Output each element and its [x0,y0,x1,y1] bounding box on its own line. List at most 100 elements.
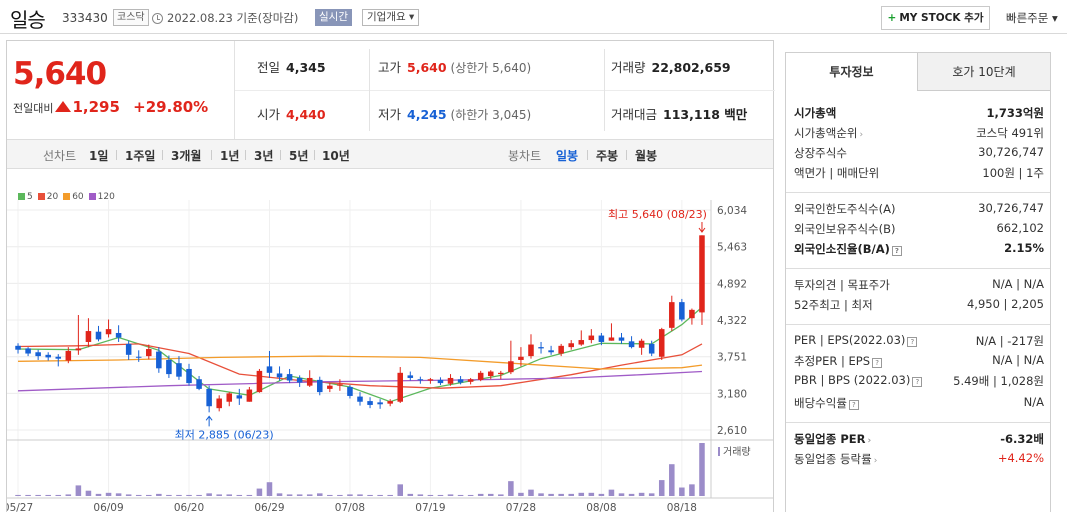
ma-swatch [37,193,45,200]
help-icon[interactable]: ? [848,400,859,410]
chevron-right-icon[interactable]: › [859,130,864,140]
candle-body [578,340,585,345]
period-tab-5y[interactable]: 5년 [289,149,309,163]
help-icon[interactable]: ? [912,377,923,387]
candle-body [387,401,393,404]
volume-bar [377,494,383,496]
volume-bar [146,494,152,496]
y-tick-label: 4,322 [717,315,747,327]
quick-order-dropdown[interactable]: 빠른주문 ▾ [1006,11,1058,25]
candle-body [357,396,363,402]
info-label: 동일업종 등락률 › [794,451,877,467]
volume-bar [689,484,695,496]
tab-orderbook[interactable]: 호가 10단계 [918,53,1050,91]
current-price: 5,640 [13,56,107,92]
ma-legend-item: 20 [33,192,58,202]
info-label-text: 상장주식수 [794,146,847,160]
chevron-right-icon[interactable]: › [873,456,878,466]
y-tick-label: 3,751 [717,352,747,364]
y-tick-label: 6,034 [717,205,747,217]
info-value: N/A [1023,395,1044,409]
volume-bar [417,494,424,496]
realtime-button[interactable]: 실시간 [315,9,352,26]
price-change: 전일대비 1,295 +29.80% [13,98,208,116]
volume-bar [85,490,92,496]
tab-invest-info[interactable]: 투자정보 [786,53,918,91]
info-label-text: 동일업종 등락률 [794,452,872,466]
ma-swatch [63,193,71,200]
volume-bar [498,494,504,496]
help-icon[interactable]: ? [907,337,918,347]
candle-body [95,331,102,340]
column-divider [369,49,370,131]
volume-bar [317,493,323,496]
info-row: 상장주식수 30,726,747 [794,145,1044,165]
volume-bar [306,494,313,496]
info-label: 투자의견 | 목표주가 [794,277,890,293]
candle-tab-daily[interactable]: 일봉 [556,149,579,163]
period-tab-1y[interactable]: 1년 [220,149,240,163]
info-row: 시가총액 1,733억원 [794,105,1044,125]
candle-body [658,329,665,357]
volume-bar [15,494,21,496]
period-tab-1w[interactable]: 1주일 [125,149,156,163]
ma-legend-item: 60 [58,192,84,202]
x-tick-label: 07/28 [506,502,536,512]
volume-bar [608,489,615,496]
period-tab-3m[interactable]: 3개월 [171,149,202,163]
period-tab-1d[interactable]: 1일 [89,149,109,163]
candle-body [669,302,675,328]
price-chart[interactable]: 6,034 5,463 4,892 4,322 3,751 3,180 2,610 05/27… [7,170,773,512]
candle-tab-weekly[interactable]: 주봉 [596,149,619,163]
info-row: 동일업종 등락률 › +4.42% [794,451,1044,471]
candle-body [548,350,554,353]
info-value: 30,726,747 [978,201,1044,215]
volume-bar [618,493,625,496]
volume-bar [226,494,233,496]
volume-bar [347,494,353,496]
candle-tab-monthly[interactable]: 월봉 [635,149,658,163]
ma-swatch [88,193,96,200]
volume-bar [115,493,122,496]
info-label: 시가총액 [794,105,836,121]
info-row: 배당수익률? N/A [794,395,1044,415]
volume-bar [216,494,222,496]
volume-label: 거래량 [611,60,646,75]
period-tab-3y[interactable]: 3년 [254,149,274,163]
min-price-annotation: 최저 2,885 (06/23) [175,428,274,441]
low-price-value: 4,245 [407,107,447,122]
clock-icon [152,13,163,24]
ma-legend-item: 120 [84,192,115,202]
period-tab-10y[interactable]: 10년 [322,149,350,163]
volume-bar [528,489,534,496]
info-label: 외국인한도주식수(A) [794,201,895,217]
info-value: N/A | N/A [992,277,1044,291]
volume-bar [125,494,132,496]
info-value: 5.49배 | 1,028원 [953,374,1044,388]
volume-bar [578,492,585,496]
help-icon[interactable]: ? [891,246,902,256]
info-value: 2.15% [1004,241,1044,255]
info-label-text: PER | EPS(2022.03) [794,333,906,347]
info-divider [786,268,1050,269]
volume-bar [648,493,655,496]
volume-bar [286,494,293,496]
reference-date-text: 2022.08.23 기준(장마감) [167,11,299,25]
volume-bar [427,494,434,496]
help-icon[interactable]: ? [872,358,883,368]
volume-bar [588,492,595,496]
chevron-right-icon[interactable]: › [867,436,872,446]
candle-body [437,379,444,384]
info-divider [786,422,1050,423]
volume-bar [397,484,403,496]
info-value: +4.42% [997,451,1044,465]
line-chart-label: 선차트 [43,149,77,163]
volume-bar [55,494,62,496]
info-label-text: 외국인소진율(B/A) [794,242,890,256]
up-arrow-icon [55,101,72,112]
info-value: 코스닥 491위 [976,126,1044,140]
volume-bar [186,494,192,496]
candle-body [65,350,72,361]
add-mystock-button[interactable]: + MY STOCK 추가 [881,6,990,30]
company-overview-dropdown[interactable]: 기업개요 ▾ [362,9,420,26]
